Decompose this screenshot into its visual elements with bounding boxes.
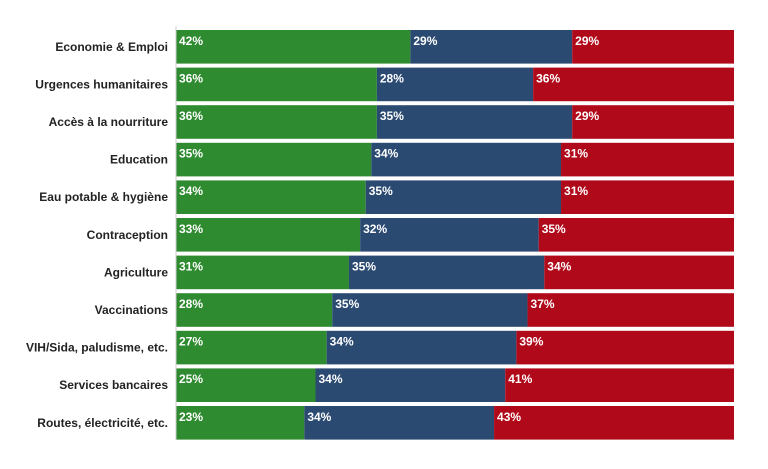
category-label: Urgences humanitaires <box>35 77 168 91</box>
bar-segment <box>176 142 372 177</box>
data-label: 35% <box>542 222 566 236</box>
data-label: 36% <box>536 71 560 85</box>
data-label: 42% <box>179 34 203 48</box>
bar-segment <box>176 255 349 290</box>
bar-segment <box>371 142 562 177</box>
bar-segment <box>176 330 327 365</box>
bar-segment <box>544 255 734 290</box>
data-label: 34% <box>330 335 354 349</box>
bar-segment <box>176 105 377 139</box>
category-label: VIH/Sida, paludisme, etc. <box>26 341 168 355</box>
bar-segment <box>360 218 539 252</box>
category-label: Education <box>110 153 168 167</box>
category-label: Eau potable & hygiène <box>39 190 168 204</box>
bar-segment <box>176 368 316 402</box>
bar-segment <box>176 406 305 440</box>
data-label: 25% <box>179 372 203 386</box>
category-labels: Economie & Emploi Urgences humanitaires Ac… <box>26 40 168 430</box>
bar-segment <box>365 180 562 214</box>
bar-segment <box>176 30 411 64</box>
bar-segment <box>505 368 734 402</box>
category-label: Economie & Emploi <box>55 40 168 54</box>
data-label: 27% <box>179 335 203 349</box>
bar-segment <box>348 255 545 290</box>
data-label: 31% <box>179 259 203 273</box>
data-label: 37% <box>531 297 555 311</box>
data-label: 34% <box>179 184 203 198</box>
data-label: 28% <box>380 71 404 85</box>
data-label: 35% <box>179 147 203 161</box>
bar-segment <box>304 406 495 440</box>
category-label: Vaccinations <box>95 303 169 317</box>
category-label: Contraception <box>87 228 168 242</box>
data-label: 28% <box>179 297 203 311</box>
category-label: Routes, électricité, etc. <box>37 416 168 430</box>
bar-segment <box>376 105 573 139</box>
bar-segment <box>176 180 366 214</box>
data-label: 35% <box>352 259 376 273</box>
bar-segment <box>527 293 734 327</box>
bar-segment <box>494 406 734 440</box>
data-label: 29% <box>575 34 599 48</box>
data-label: 43% <box>497 410 521 424</box>
data-label: 32% <box>363 222 387 236</box>
bar-segment <box>533 67 734 102</box>
bar-segment <box>572 30 734 64</box>
category-label: Accès à la nourriture <box>49 115 169 129</box>
data-label: 34% <box>547 259 571 273</box>
bars: 42% 29% 29% 36% 28% 36% 36% 35% 29% 35% 34% 31% 34% 3… <box>176 30 734 440</box>
bar-segment <box>376 67 534 102</box>
data-label: 34% <box>307 410 331 424</box>
data-label: 29% <box>575 109 599 123</box>
bar-segment <box>572 105 734 139</box>
data-label: 23% <box>179 410 203 424</box>
data-label: 36% <box>179 71 203 85</box>
bar-segment <box>516 330 734 365</box>
data-label: 31% <box>564 147 588 161</box>
bar-segment <box>326 330 517 365</box>
bar-segment <box>176 293 333 327</box>
data-label: 41% <box>508 372 532 386</box>
bar-segment <box>176 67 377 102</box>
data-label: 34% <box>319 372 343 386</box>
data-label: 33% <box>179 222 203 236</box>
data-label: 29% <box>413 34 437 48</box>
data-label: 35% <box>335 297 359 311</box>
bar-segment <box>561 142 734 177</box>
bar-segment <box>332 293 528 327</box>
data-label: 35% <box>369 184 393 198</box>
bar-segment <box>315 368 506 402</box>
bar-segment <box>410 30 573 64</box>
data-label: 36% <box>179 109 203 123</box>
bar-segment <box>538 218 734 252</box>
data-label: 39% <box>519 335 543 349</box>
data-label: 35% <box>380 109 404 123</box>
category-label: Services bancaires <box>59 378 168 392</box>
bar-segment <box>176 218 361 252</box>
data-label: 34% <box>374 147 398 161</box>
bar-segment <box>561 180 734 214</box>
category-label: Agriculture <box>104 265 168 279</box>
data-label: 31% <box>564 184 588 198</box>
